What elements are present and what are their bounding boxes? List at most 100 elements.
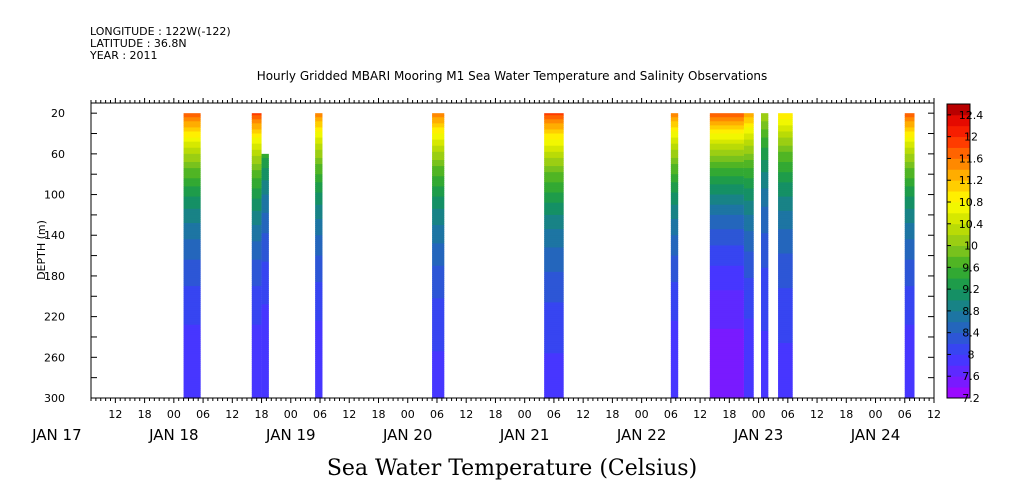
- segment-band: [743, 391, 754, 395]
- segment-band: [670, 127, 679, 131]
- segment-band: [761, 221, 769, 224]
- segment-band: [432, 349, 445, 352]
- segment-band: [670, 221, 679, 224]
- segment-band: [183, 178, 201, 181]
- segment-band: [432, 210, 445, 214]
- segment-band: [261, 208, 269, 212]
- segment-band: [761, 227, 769, 230]
- segment-band: [743, 379, 754, 383]
- segment-band: [432, 345, 445, 348]
- segment-band: [261, 186, 269, 190]
- segment-band: [778, 395, 793, 399]
- segment-band: [261, 308, 269, 312]
- segment-band: [904, 373, 915, 377]
- segment-band: [432, 314, 445, 318]
- segment-band: [709, 149, 744, 153]
- segment-band: [778, 304, 793, 308]
- segment-band: [709, 212, 744, 216]
- segment-band: [743, 280, 754, 283]
- segment-band: [761, 324, 769, 328]
- segment-band: [743, 155, 754, 159]
- segment-band: [761, 212, 769, 216]
- segment-band: [183, 324, 201, 328]
- segment-band: [761, 149, 769, 153]
- segment-band: [183, 273, 201, 277]
- segment-band: [904, 359, 915, 362]
- segment-band: [432, 225, 445, 228]
- segment-band: [544, 282, 564, 285]
- segment-band: [432, 373, 445, 377]
- segment-band: [432, 261, 445, 265]
- segment-band: [544, 221, 564, 224]
- segment-band: [251, 343, 262, 346]
- segment-band: [251, 361, 262, 365]
- segment-band: [709, 312, 744, 316]
- segment-band: [432, 296, 445, 299]
- segment-band: [261, 300, 269, 303]
- segment-band: [778, 247, 793, 251]
- segment-band: [904, 296, 915, 299]
- segment-band: [761, 153, 769, 157]
- segment-band: [251, 170, 262, 173]
- segment-band: [432, 253, 445, 257]
- segment-band: [183, 159, 201, 163]
- segment-band: [183, 339, 201, 342]
- segment-band: [709, 339, 744, 342]
- colorbar-bin: [947, 289, 970, 301]
- segment-band: [315, 166, 323, 169]
- segment-band: [778, 164, 793, 167]
- segment-band: [761, 288, 769, 291]
- segment-band: [761, 196, 769, 200]
- segment-band: [743, 225, 754, 228]
- segment-band: [315, 172, 323, 175]
- segment-band: [544, 182, 564, 185]
- segment-band: [904, 231, 915, 234]
- segment-band: [315, 296, 323, 299]
- segment-band: [761, 294, 769, 297]
- segment-band: [261, 389, 269, 393]
- segment-band: [670, 218, 679, 222]
- colorbar-label: 12.4: [959, 109, 984, 122]
- segment-band: [183, 233, 201, 236]
- segment-band: [904, 290, 915, 293]
- segment-band: [251, 135, 262, 139]
- segment-band: [544, 223, 564, 226]
- segment-band: [670, 113, 679, 116]
- segment-band: [315, 131, 323, 135]
- segment-band: [904, 357, 915, 360]
- segment-band: [251, 198, 262, 202]
- segment-band: [432, 308, 445, 312]
- segment-band: [251, 304, 262, 308]
- segment-band: [761, 206, 769, 210]
- segment-band: [183, 320, 201, 324]
- segment-band: [761, 131, 769, 135]
- segment-band: [315, 284, 323, 287]
- segment-band: [315, 184, 323, 188]
- segment-band: [261, 363, 269, 367]
- segment-band: [251, 298, 262, 301]
- segment-band: [315, 269, 323, 273]
- segment-band: [670, 369, 679, 373]
- segment-band: [743, 294, 754, 297]
- segment-band: [261, 233, 269, 236]
- segment-band: [544, 288, 564, 291]
- segment-band: [251, 133, 262, 137]
- segment-band: [761, 162, 769, 165]
- segment-band: [432, 113, 445, 116]
- segment-band: [709, 231, 744, 234]
- segment-band: [183, 141, 201, 145]
- segment-band: [544, 326, 564, 330]
- x-tick-label: 00: [167, 408, 181, 421]
- segment-band: [778, 328, 793, 332]
- segment-band: [709, 367, 744, 371]
- data-segment: [315, 113, 323, 399]
- segment-band: [761, 355, 769, 358]
- colorbar-bin: [947, 332, 970, 344]
- segment-band: [743, 292, 754, 295]
- segment-band: [183, 371, 201, 375]
- segment-band: [709, 208, 744, 212]
- segment-band: [432, 212, 445, 216]
- segment-band: [261, 361, 269, 365]
- x-day-label: JAN 20: [382, 426, 433, 444]
- segment-band: [251, 328, 262, 332]
